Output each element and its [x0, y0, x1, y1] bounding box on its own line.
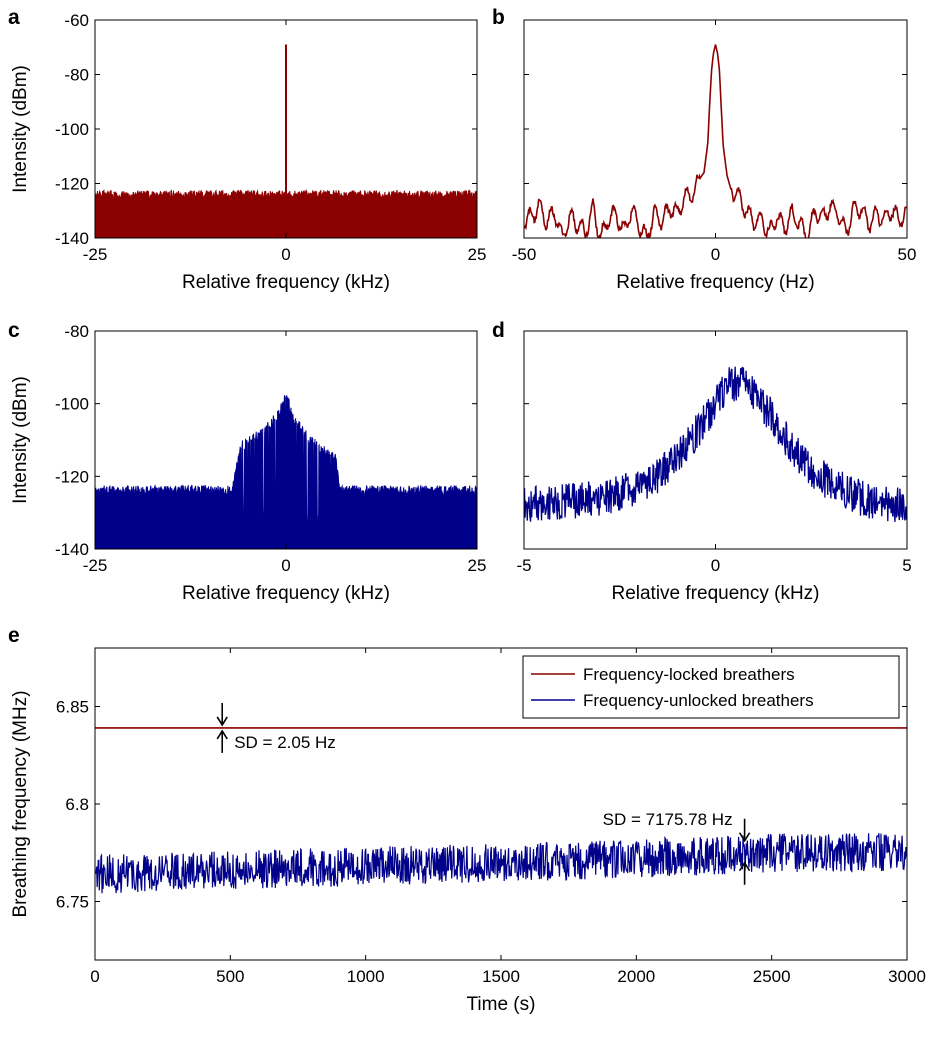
panel-b-xtick-label: -50 [512, 245, 537, 264]
panel-c-ytick-label: -140 [55, 540, 89, 559]
panel-label-b: b [492, 6, 505, 29]
panel-a: -25 0 25 -140 -120 -100 -80 -60 Relative frequen… [10, 11, 486, 293]
panel-a-ylabel: Intensity (dBm) [10, 65, 31, 193]
panel-e-xtick-label: 2500 [753, 967, 791, 986]
panel-c-ylabel: Intensity (dBm) [10, 376, 31, 504]
panel-c: -25 0 25 -140 -120 -100 -80 Relative frequency … [10, 322, 486, 604]
panel-b-xlabel: Relative frequency (Hz) [616, 272, 815, 293]
panel-c-spectrum [95, 395, 477, 549]
panel-b-xtick-label: 0 [711, 245, 720, 264]
panel-a-xtick-label: 25 [468, 245, 487, 264]
legend-entry: Frequency-unlocked breathers [583, 691, 814, 710]
panel-c-ytick-label: -100 [55, 395, 89, 414]
panel-e-ytick-label: 6.75 [56, 893, 89, 912]
panel-a-ytick-label: -100 [55, 120, 89, 139]
panel-b-spectrum [524, 44, 907, 238]
panel-label-e: e [8, 624, 20, 647]
panel-a-xtick-label: -25 [83, 245, 108, 264]
panel-c-xlabel: Relative frequency (kHz) [182, 583, 390, 604]
panel-label-d: d [492, 319, 505, 342]
panel-d-xtick-label: -5 [516, 556, 531, 575]
panel-e: 0 500 1000 1500 2000 2500 3000 6.75 6.8 6.85 Time … [10, 647, 926, 1015]
panel-b-frame [523, 19, 908, 239]
panel-d: -5 0 5 Relative frequency (kHz) [516, 330, 912, 604]
series-frequency-unlocked [95, 833, 907, 894]
panel-e-ytick-label: 6.85 [56, 698, 89, 717]
panel-d-spectrum [524, 366, 907, 522]
panel-b-xtick-label: 50 [898, 245, 917, 264]
panel-e-ylabel: Breathing frequency (MHz) [10, 690, 31, 917]
sd-unlocked-label: SD = 7175.78 Hz [603, 810, 733, 829]
panel-c-xtick-label: 25 [468, 556, 487, 575]
panel-d-xtick-label: 5 [902, 556, 911, 575]
panel-a-ytick-label: -120 [55, 175, 89, 194]
panel-e-xtick-label: 0 [90, 967, 99, 986]
panel-c-ytick-label: -80 [64, 322, 89, 341]
panel-d-xlabel: Relative frequency (kHz) [611, 583, 819, 604]
panel-e-xtick-label: 2000 [617, 967, 655, 986]
sd-locked-arrow-up-head [216, 729, 228, 740]
panel-a-xtick-label: 0 [281, 245, 290, 264]
panel-e-xtick-label: 3000 [888, 967, 926, 986]
legend-entry: Frequency-locked breathers [583, 665, 795, 684]
sd-locked-label: SD = 2.05 Hz [234, 733, 336, 752]
panel-e-xtick-label: 500 [216, 967, 244, 986]
panel-e-xtick-label: 1000 [347, 967, 385, 986]
panel-label-a: a [8, 6, 20, 29]
panel-c-ytick-label: -120 [55, 467, 89, 486]
panel-c-xtick-label: -25 [83, 556, 108, 575]
panel-a-ytick-label: -60 [64, 11, 89, 30]
legend-box [522, 655, 900, 719]
sd-locked-arrow-down-head [216, 716, 228, 727]
panel-d-xtick-label: 0 [711, 556, 720, 575]
panel-a-ytick-label: -80 [64, 66, 89, 85]
sd-unlocked-arrow-up-head [738, 861, 751, 872]
panel-d-frame [523, 330, 908, 550]
panel-e-ytick-label: 6.8 [65, 795, 89, 814]
panel-a-xlabel: Relative frequency (kHz) [182, 272, 390, 293]
panel-e-xtick-label: 1500 [482, 967, 520, 986]
panel-label-c: c [8, 319, 20, 342]
panel-a-ytick-label: -140 [55, 229, 89, 248]
panel-c-xtick-label: 0 [281, 556, 290, 575]
sd-unlocked-arrow-down-head [738, 832, 751, 843]
panel-e-xlabel: Time (s) [467, 994, 536, 1015]
panel-b: -50 0 50 Relative frequency (Hz) [512, 19, 917, 293]
